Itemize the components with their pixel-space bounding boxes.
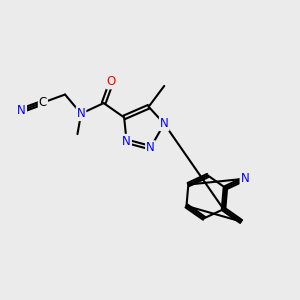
Text: N: N	[241, 172, 249, 185]
Text: N: N	[17, 104, 26, 117]
Text: N: N	[146, 141, 155, 154]
Text: C: C	[39, 96, 47, 109]
Text: N: N	[122, 135, 131, 148]
Text: N: N	[160, 117, 169, 130]
Text: O: O	[107, 75, 116, 88]
Text: N: N	[77, 107, 85, 120]
